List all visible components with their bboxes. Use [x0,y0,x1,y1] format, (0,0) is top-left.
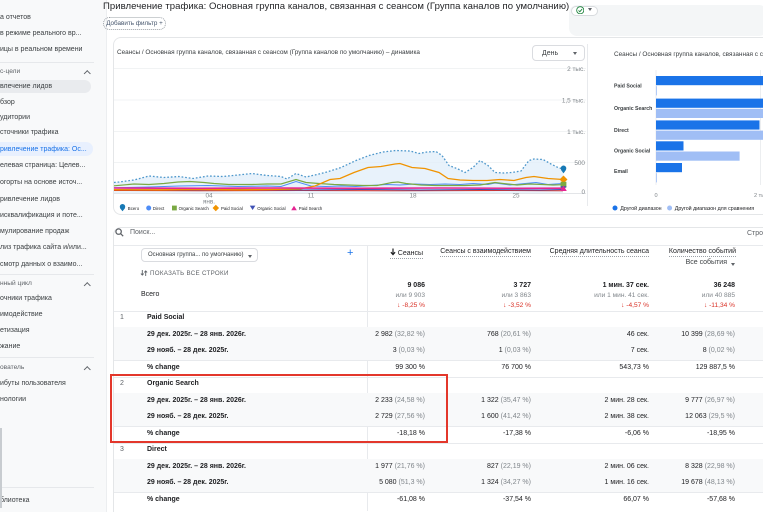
svg-text:0: 0 [581,189,585,196]
svg-text:500: 500 [574,160,585,167]
svg-text:Organic Social: Organic Social [614,149,651,155]
svg-text:04: 04 [205,193,213,200]
svg-text:18: 18 [409,193,417,200]
svg-text:Organic Search: Organic Search [614,106,652,112]
svg-text:1,5 тыс.: 1,5 тыс. [562,98,585,105]
svg-text:2 тыс.: 2 тыс. [567,66,585,73]
svg-text:11: 11 [308,193,315,200]
svg-text:Другой диапазон: Другой диапазон [620,205,661,212]
svg-text:Paid Social: Paid Social [614,84,642,90]
svg-text:Paid Search: Paid Search [299,206,323,211]
svg-text:Paid Social: Paid Social [221,206,243,211]
svg-text:Organic Search: Organic Search [179,206,210,211]
svg-text:Direct: Direct [614,128,629,134]
svg-text:Email: Email [614,169,628,175]
svg-text:25: 25 [512,193,520,200]
svg-text:Всего: Всего [128,206,140,211]
svg-text:Direct: Direct [153,206,165,211]
svg-text:янв.: янв. [203,199,215,206]
svg-text:0: 0 [654,193,657,199]
svg-text:2 ты: 2 ты [754,193,763,199]
svg-text:Organic Social: Organic Social [257,206,285,211]
svg-text:Другой диапазон для сравнения: Другой диапазон для сравнения [675,205,754,212]
svg-text:1 тыс.: 1 тыс. [567,129,585,136]
